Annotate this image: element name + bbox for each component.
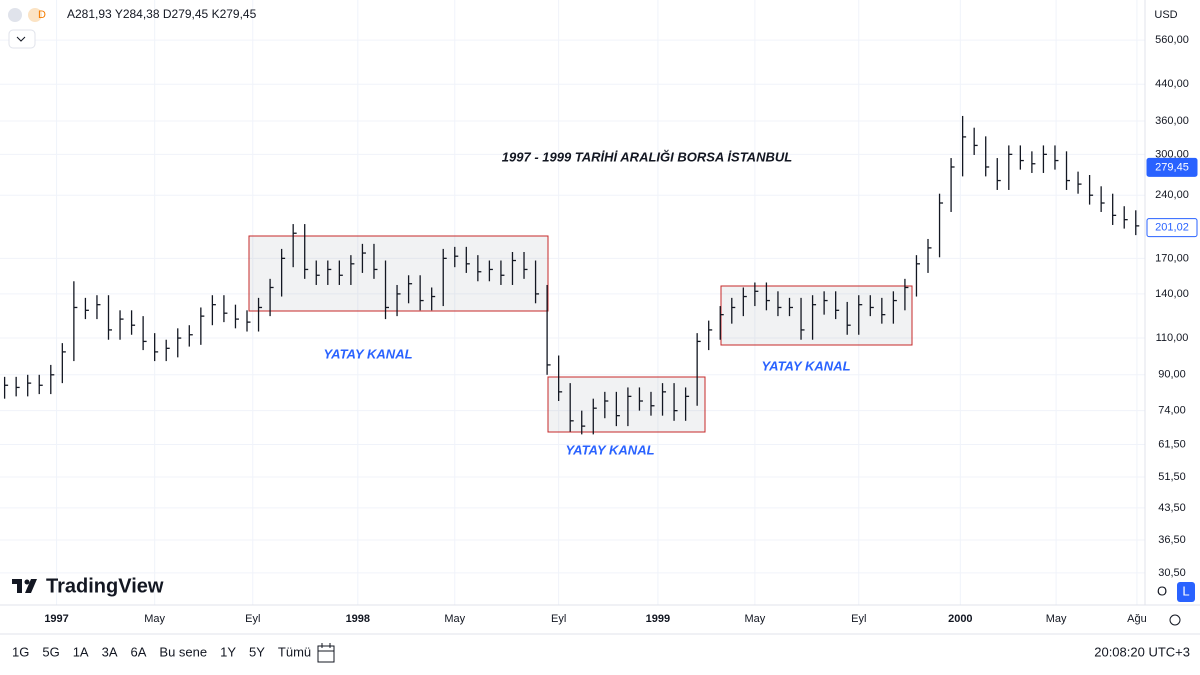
- y-tick-label: 170,00: [1155, 252, 1189, 264]
- x-tick-label: 1998: [346, 613, 370, 625]
- y-tick-label: 74,00: [1158, 405, 1186, 417]
- ohlc-values: A281,93 Y284,38 D279,45 K279,45: [67, 7, 257, 21]
- annotation: YATAY KANAL: [323, 346, 412, 361]
- collapse-button[interactable]: [8, 29, 36, 49]
- channel-box: [720, 285, 913, 346]
- range-button[interactable]: 5G: [42, 644, 59, 659]
- toolbar: 1G 5G 1A 3A 6A Bu sene 1Y 5Y Tümü: [12, 644, 311, 659]
- symbol-icon: [8, 8, 22, 22]
- range-button[interactable]: 6A: [131, 644, 147, 659]
- bars: [3, 115, 1140, 435]
- grid: [0, 0, 1145, 605]
- clock: 20:08:20 UTC+3: [1094, 644, 1190, 659]
- channel-boxes: [248, 235, 913, 433]
- range-button[interactable]: Bu sene: [159, 644, 207, 659]
- x-tick-label: 1997: [44, 613, 68, 625]
- range-button[interactable]: 1A: [73, 644, 89, 659]
- x-tick-label: May: [1046, 613, 1067, 625]
- scale-button-bg[interactable]: [1177, 582, 1195, 602]
- annotation: YATAY KANAL: [761, 358, 850, 373]
- price-tag: [1146, 157, 1198, 177]
- scale-button[interactable]: L: [1182, 583, 1189, 598]
- symbol-badge: [28, 8, 42, 22]
- scale-button[interactable]: O: [1157, 583, 1167, 598]
- price-tag-label: 279,45: [1155, 161, 1189, 173]
- x-tick-label: May: [444, 613, 465, 625]
- y-tick-label: 140,00: [1155, 288, 1189, 300]
- logo: TradingView: [46, 575, 164, 597]
- channel-box: [547, 376, 706, 433]
- chevron: [16, 36, 26, 42]
- y-tick-label: 240,00: [1155, 189, 1189, 201]
- range-button[interactable]: 3A: [102, 644, 118, 659]
- logo-icon: [12, 579, 37, 593]
- x-tick-label: Eyl: [551, 613, 566, 625]
- symbol-letter: D: [38, 9, 46, 21]
- logo-dot: [24, 579, 30, 585]
- chart-title: 1997 - 1999 TARİHİ ARALIĞI BORSA İSTANBU…: [502, 149, 792, 164]
- x-tick-label: May: [144, 613, 165, 625]
- y-tick-label: 43,50: [1158, 502, 1186, 514]
- y-tick-label: 440,00: [1155, 78, 1189, 90]
- x-tick-label: Eyl: [851, 613, 866, 625]
- y-tick-label: 61,50: [1158, 438, 1186, 450]
- y-tick-label: 110,00: [1156, 332, 1189, 344]
- y-tick-label: 36,50: [1158, 534, 1186, 546]
- y-tick-label: 560,00: [1155, 34, 1189, 46]
- y-tick-label: 300,00: [1155, 148, 1189, 160]
- date-range-icon[interactable]: [317, 643, 335, 663]
- range-button[interactable]: Tümü: [278, 644, 311, 659]
- range-button[interactable]: 5Y: [249, 644, 265, 659]
- settings-icon[interactable]: [1169, 614, 1181, 626]
- x-tick-label: May: [744, 613, 765, 625]
- range-button[interactable]: 1Y: [220, 644, 236, 659]
- range-button[interactable]: 1G: [12, 644, 29, 659]
- price-tag-label: 201,02: [1155, 222, 1189, 234]
- channel-box: [248, 235, 549, 312]
- currency: USD: [1154, 9, 1177, 21]
- x-tick-label: Eyl: [245, 613, 260, 625]
- y-tick-label: 90,00: [1158, 369, 1186, 381]
- x-tick-label: Ağu: [1127, 613, 1147, 625]
- y-tick-label: 51,50: [1158, 471, 1186, 483]
- annotation: YATAY KANAL: [565, 442, 654, 457]
- x-tick-label: 1999: [646, 613, 670, 625]
- price-tag: [1146, 218, 1198, 238]
- x-tick-label: 2000: [948, 613, 972, 625]
- y-tick-label: 30,50: [1158, 567, 1186, 579]
- y-tick-label: 360,00: [1155, 115, 1189, 127]
